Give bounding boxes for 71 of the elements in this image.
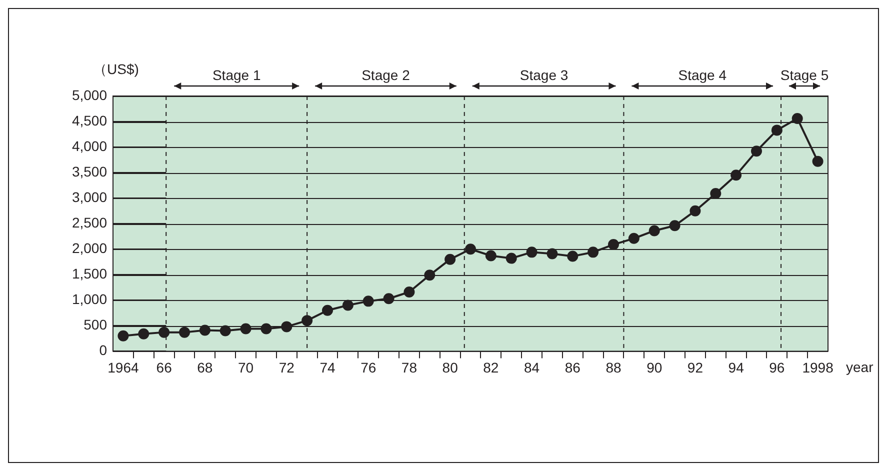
point (751, 146, 762, 157)
point (567, 250, 578, 262)
y-tick-label: 2,000 (72, 240, 108, 256)
x-axis-title: year (846, 359, 874, 376)
x-tick-label: 82 (483, 359, 499, 376)
x-tick-label: 80 (442, 359, 458, 376)
point (546, 248, 558, 260)
point (771, 124, 782, 136)
x-tick-label: 96 (769, 359, 785, 376)
point (812, 156, 824, 167)
x-tick-label: 68 (197, 359, 213, 376)
point (220, 325, 231, 336)
point (424, 270, 436, 281)
x-tick-label: 1964 (108, 359, 139, 376)
x-tick-label: 94 (728, 359, 744, 376)
point (260, 323, 272, 334)
point (465, 244, 476, 255)
point (158, 326, 170, 338)
band-label: Stage 3 (520, 67, 568, 83)
y-tick-label: 1,500 (72, 266, 108, 282)
point (648, 225, 660, 236)
point (118, 330, 129, 342)
y-tick-label: 5,000 (72, 86, 108, 103)
point (199, 324, 210, 336)
x-tick-label: 72 (278, 359, 295, 376)
x-tick-label: 90 (646, 359, 662, 376)
x-tick-label: 70 (238, 359, 254, 376)
point (588, 246, 599, 258)
band-label: Stage 1 (212, 67, 261, 83)
point (281, 321, 292, 332)
band-label: Stage 5 (780, 67, 829, 83)
point (138, 328, 150, 340)
point (404, 286, 415, 298)
x-tick-label: 66 (156, 359, 172, 376)
x-tick-label: 78 (401, 359, 418, 376)
point (608, 239, 619, 250)
y-tick-label: 2,500 (72, 214, 108, 230)
y-tick-label: 1,000 (72, 291, 108, 308)
y-axis-title: （US$) (93, 61, 139, 77)
y-tick-label: 0 (99, 342, 108, 358)
point (322, 304, 333, 316)
y-tick-label: 500 (84, 316, 108, 333)
point (506, 252, 517, 264)
point (362, 296, 374, 307)
point (792, 112, 803, 124)
x-tick-label: 84 (524, 359, 540, 376)
point (383, 293, 394, 304)
y-tick-label: 4,000 (72, 138, 108, 154)
point (710, 188, 722, 199)
point (730, 170, 742, 181)
y-tick-label: 3,500 (72, 163, 108, 180)
point (526, 246, 538, 258)
x-tick-label: 74 (320, 359, 336, 376)
point (444, 254, 456, 265)
x-tick-label: 86 (564, 359, 581, 376)
x-tick-label: 88 (606, 359, 622, 376)
y-tick-label: 4,500 (72, 112, 108, 128)
point (240, 323, 252, 334)
x-tick-label: 1998 (802, 359, 834, 376)
point (179, 326, 190, 338)
x-tick-label: 92 (687, 359, 704, 376)
point (669, 220, 680, 232)
point (302, 315, 313, 326)
point (690, 205, 701, 216)
x-tick-label: 76 (360, 359, 376, 376)
point (628, 232, 640, 244)
point (485, 250, 496, 262)
band-label: Stage 4 (678, 67, 727, 83)
y-tick-label: 3,000 (72, 188, 108, 205)
point (342, 300, 354, 311)
band-label: Stage 2 (362, 67, 410, 83)
